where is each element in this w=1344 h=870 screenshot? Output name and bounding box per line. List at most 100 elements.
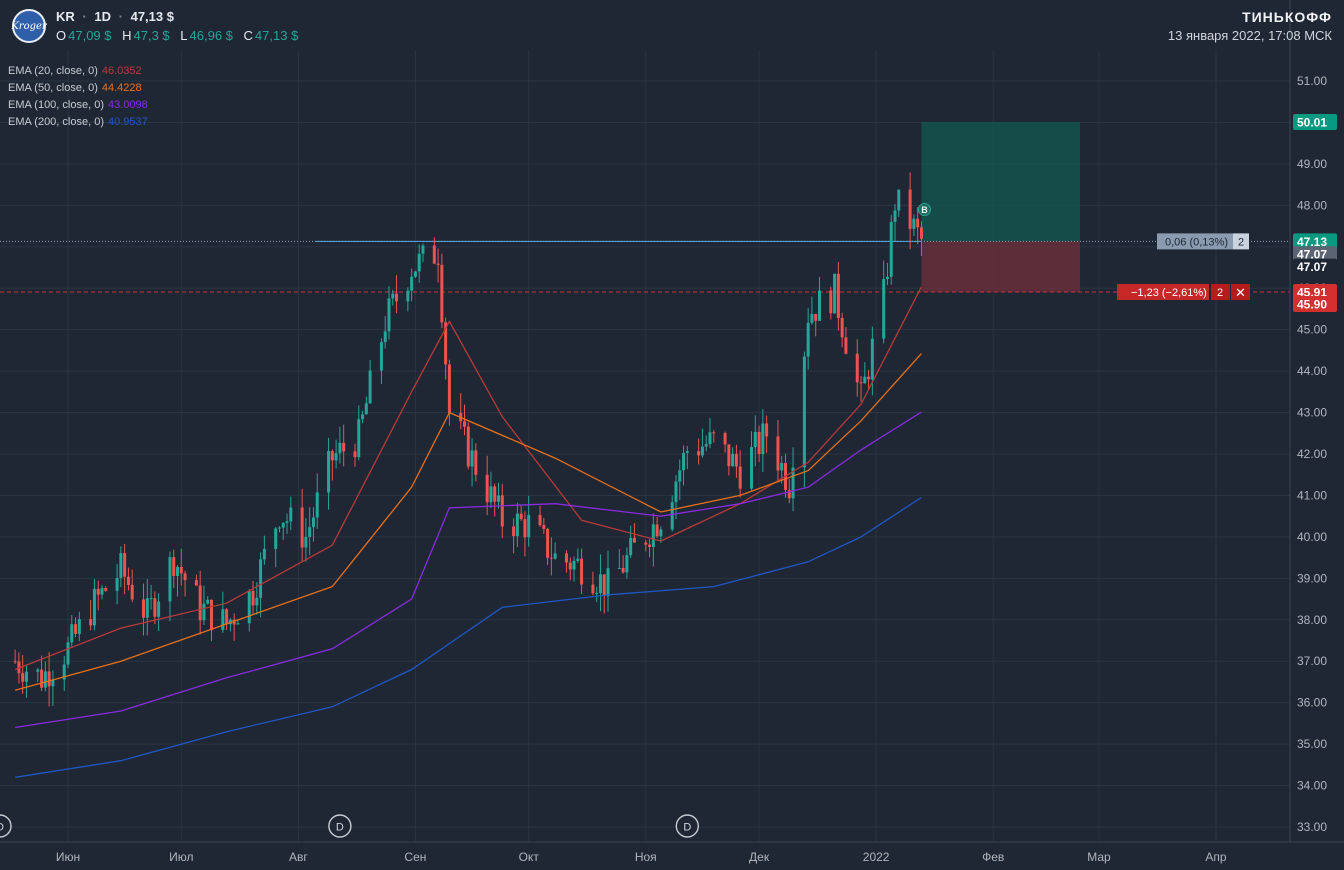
- candle-body: [470, 450, 474, 467]
- x-tick-label: Дек: [749, 850, 770, 864]
- pnl-badge-qty-text: 2: [1238, 236, 1244, 248]
- candle-body: [727, 444, 731, 467]
- candle-body: [202, 603, 206, 621]
- symbol-line: KR · 1D · 47,13 $: [56, 9, 178, 24]
- candle-body: [183, 573, 187, 581]
- candle-body: [168, 557, 172, 602]
- timestamp: 13 января 2022, 17:08 МСК: [1167, 28, 1332, 43]
- candle-body: [225, 609, 229, 625]
- candle-body: [629, 537, 633, 556]
- legend-ema-200[interactable]: EMA (200, close, 0) 40.9537: [8, 114, 148, 131]
- symbol[interactable]: KR: [56, 9, 75, 24]
- candle-body: [882, 279, 886, 339]
- candle-body: [889, 221, 893, 277]
- candle-body: [485, 474, 489, 503]
- candle-body: [89, 619, 93, 626]
- candle-body: [285, 521, 289, 523]
- candle-body: [432, 245, 436, 264]
- candle-body: [119, 553, 123, 579]
- candle-body: [802, 356, 806, 468]
- candle-body: [833, 273, 837, 314]
- candle-body: [595, 593, 599, 595]
- candle-body: [311, 517, 315, 528]
- candle-body: [357, 419, 361, 458]
- candle-body: [859, 382, 863, 384]
- dividend-label: D: [0, 822, 4, 834]
- candle-body: [368, 370, 372, 404]
- candle-body: [512, 526, 516, 537]
- candle-body: [893, 210, 897, 222]
- y-tick-label: 35.00: [1297, 737, 1327, 751]
- candle-body: [153, 598, 157, 617]
- separator-dot: ·: [118, 9, 123, 24]
- dividend-marker: [675, 814, 700, 838]
- price-tag-label: 47.07: [1297, 260, 1327, 274]
- x-tick-label: Авг: [289, 850, 308, 864]
- y-tick-label: 42.00: [1297, 447, 1327, 461]
- candle-body: [791, 467, 795, 499]
- legend-ema-50[interactable]: EMA (50, close, 0) 44.4228: [8, 80, 148, 97]
- legend-value: 43.0098: [108, 99, 148, 111]
- candle-body: [670, 502, 674, 530]
- candle-body: [757, 431, 761, 455]
- candle-body: [206, 599, 210, 604]
- buy-marker-label: B: [921, 205, 928, 215]
- candle-body: [194, 580, 198, 586]
- candle-body: [523, 519, 527, 538]
- ohlc-key-low: L: [180, 28, 188, 43]
- candle-body: [327, 451, 331, 493]
- y-tick-label: 39.00: [1297, 571, 1327, 585]
- candle-body: [674, 481, 678, 503]
- price-tag: [1293, 283, 1337, 300]
- candle-body: [176, 566, 180, 576]
- candle-body: [606, 568, 610, 597]
- candle-body: [463, 421, 467, 427]
- candle-body: [47, 671, 51, 687]
- close-order-button[interactable]: [1231, 283, 1250, 300]
- candle-body: [810, 313, 814, 323]
- legend-value: 40.9537: [108, 116, 148, 128]
- candle-body: [867, 376, 871, 380]
- ohlc-key-close: C: [243, 28, 253, 43]
- last-price: 47,13 $: [130, 9, 174, 24]
- candle-body: [870, 338, 874, 380]
- candle-body: [24, 671, 28, 682]
- y-tick-label: 38.00: [1297, 613, 1327, 627]
- ema-line-3: [14, 411, 922, 729]
- price-tag: [1293, 233, 1337, 250]
- logo-text: Kroger: [11, 20, 47, 32]
- candle-body: [776, 436, 780, 471]
- candle-body: [564, 553, 568, 563]
- candle-body: [361, 414, 365, 420]
- candle-body: [96, 588, 100, 595]
- candle-body: [651, 524, 655, 547]
- x-tick-label: Апр: [1205, 850, 1227, 864]
- candle-body: [644, 542, 648, 545]
- candle-body: [844, 337, 848, 354]
- price-tag-label: 50.01: [1297, 116, 1327, 130]
- x-tick-label: Мар: [1087, 850, 1111, 864]
- candle-body: [142, 599, 146, 618]
- candle-body: [145, 598, 149, 618]
- legend-ema-100[interactable]: EMA (100, close, 0) 43.0098: [8, 97, 148, 114]
- candles: [13, 172, 923, 707]
- candle-body: [489, 486, 493, 503]
- price-tag-label: 45.91: [1297, 285, 1327, 299]
- candle-body: [447, 364, 451, 413]
- candle-body: [262, 548, 266, 560]
- dividend-label: D: [683, 822, 691, 834]
- interval[interactable]: 1D: [94, 9, 111, 24]
- candle-body: [466, 426, 470, 467]
- y-tick-label: 37.00: [1297, 654, 1327, 668]
- candle-body: [916, 218, 920, 228]
- legend-ema-20[interactable]: EMA (20, close, 0) 46.0352: [8, 63, 148, 80]
- candle-body: [115, 578, 119, 591]
- candle-body: [126, 576, 130, 585]
- candle-body: [708, 432, 712, 445]
- candle-body: [417, 253, 421, 272]
- brand-name: ТИНЬКОФФ: [1242, 9, 1332, 25]
- candle-body: [172, 557, 176, 576]
- candle-body: [731, 453, 735, 467]
- candle-body: [840, 317, 844, 338]
